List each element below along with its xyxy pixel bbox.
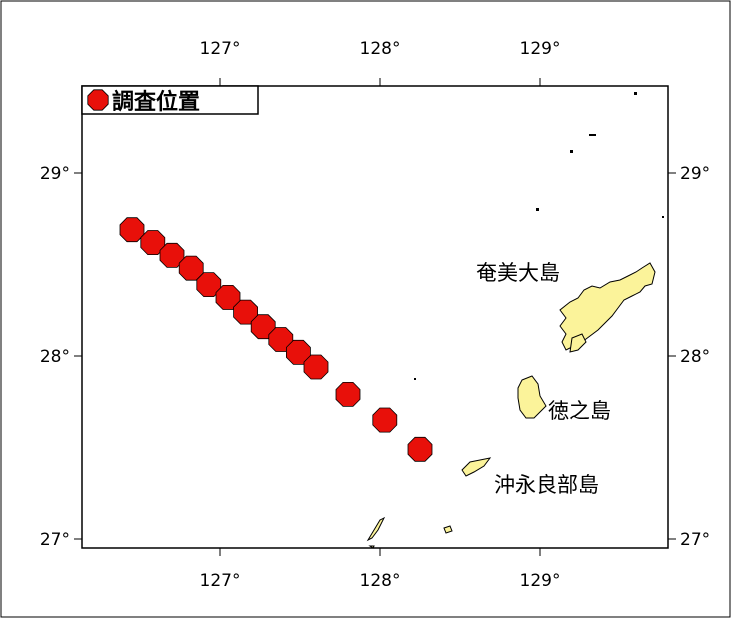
islet-3	[570, 150, 573, 153]
island-label-okinoerabu: 沖永良部島	[494, 473, 599, 497]
lat-label-right: 27°	[680, 530, 710, 550]
lat-label-left: 29°	[40, 164, 70, 184]
legend-marker	[88, 90, 108, 110]
survey-point	[336, 382, 360, 406]
survey-point	[120, 218, 144, 242]
lon-label-top: 128°	[360, 39, 401, 59]
lat-label-left: 27°	[40, 530, 70, 550]
survey-point	[408, 437, 432, 461]
lon-label-top: 127°	[200, 39, 241, 59]
islet-2	[589, 134, 596, 136]
survey-point	[373, 408, 397, 432]
islet-1	[634, 92, 637, 95]
lon-label-top: 129°	[520, 39, 561, 59]
islet-5	[662, 216, 664, 218]
lat-label-left: 28°	[40, 347, 70, 367]
lat-label-right: 29°	[680, 164, 710, 184]
lon-label-bottom: 128°	[360, 571, 401, 591]
legend-label: 調査位置	[112, 89, 200, 115]
islet-4	[536, 208, 539, 211]
lat-label-right: 28°	[680, 347, 710, 367]
island-label-tokunoshima: 徳之島	[548, 399, 611, 423]
lon-label-bottom: 129°	[520, 571, 561, 591]
island-label-amami: 奄美大島	[476, 261, 560, 285]
legend: 調査位置	[82, 86, 258, 115]
lon-label-bottom: 127°	[200, 571, 241, 591]
survey-point	[304, 355, 328, 379]
islet-6	[414, 378, 416, 380]
